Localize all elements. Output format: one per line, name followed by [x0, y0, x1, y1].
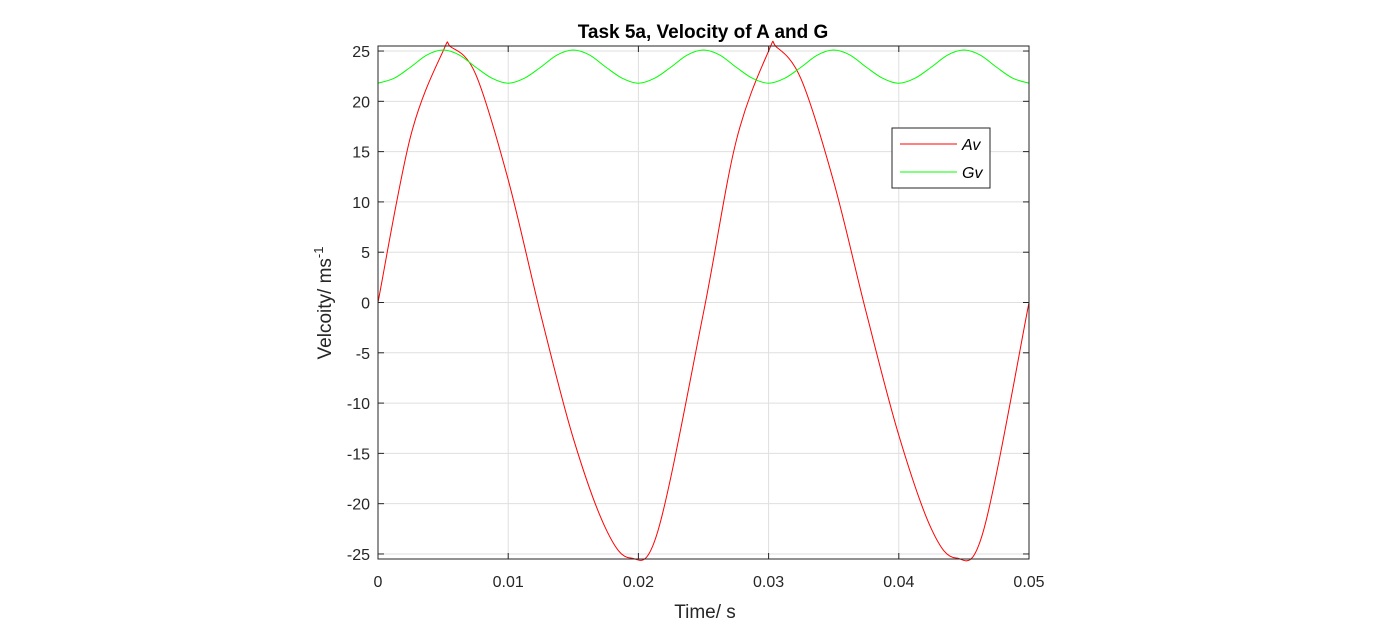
legend-box: [891, 127, 991, 189]
y-tick-label: 25: [352, 44, 370, 61]
legend: Av Gv: [891, 127, 991, 189]
ticks: 0 0.01 0.02 0.03 0.04 0.05 -25 -20 -15 -10 -5 0 5 10 1…: [347, 44, 1045, 591]
y-axis-title-group: Velcoity/ ms-1: [311, 247, 336, 360]
x-tick-label: 0.03: [753, 574, 784, 591]
x-tick-label: 0.02: [623, 574, 654, 591]
y-tick-label: 15: [352, 145, 370, 162]
x-tick-label: 0: [374, 574, 383, 591]
y-axis-title-main: Velcoity/ ms: [315, 258, 336, 359]
y-tick-label: 10: [352, 195, 370, 212]
y-tick-label: -20: [347, 497, 370, 514]
series-line-av: [377, 40, 1030, 562]
y-tick-label: -10: [347, 396, 370, 413]
grid: [377, 46, 1030, 559]
series-line-gv: [377, 49, 1030, 84]
y-tick-label: 20: [352, 94, 370, 111]
y-tick-label: 0: [361, 296, 370, 313]
y-axis-title-superscript: -1: [311, 247, 326, 259]
x-tick-label: 0.01: [493, 574, 524, 591]
y-tick-label: -15: [347, 446, 370, 463]
y-tick-label: -25: [347, 547, 370, 564]
x-tick-label: 0.04: [883, 574, 914, 591]
x-axis-title: Time/ s: [674, 602, 736, 623]
y-tick-label: 5: [361, 245, 370, 262]
y-tick-label: -5: [356, 346, 370, 363]
x-tick-label: 0.05: [1013, 574, 1044, 591]
series-layer: [377, 40, 1030, 562]
legend-label-gv: Gv: [962, 165, 983, 182]
y-axis-title: Velcoity/ ms-1: [311, 247, 336, 360]
legend-label-av: Av: [961, 137, 981, 154]
chart-title: Task 5a, Velocity of A and G: [578, 22, 829, 43]
